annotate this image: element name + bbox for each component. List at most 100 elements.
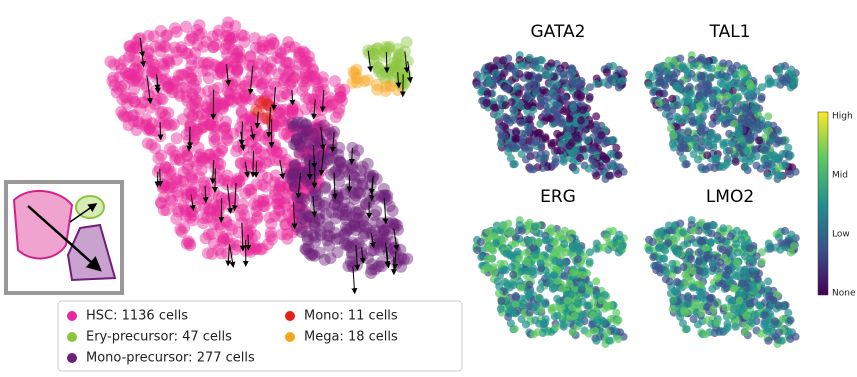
cell-point — [259, 73, 272, 86]
cell-point — [183, 34, 196, 46]
cell-point — [298, 47, 311, 60]
expression-point — [589, 298, 598, 307]
cell-point — [259, 156, 272, 169]
cell-point — [274, 180, 287, 193]
cell-point — [174, 223, 187, 236]
expression-point — [517, 267, 526, 276]
cell-point — [331, 246, 344, 259]
cell-point — [138, 77, 151, 90]
cell-point — [351, 76, 364, 89]
expression-point — [579, 271, 587, 279]
expression-point — [771, 152, 780, 161]
cell-point — [192, 97, 205, 109]
cell-point — [130, 36, 143, 49]
cell-point — [118, 54, 131, 67]
cell-point — [299, 164, 312, 177]
cell-point — [143, 122, 156, 135]
expression-point — [605, 171, 614, 180]
cell-point — [291, 124, 304, 137]
cell-point — [283, 65, 296, 78]
cell-point — [245, 59, 258, 72]
expression-point — [694, 83, 703, 92]
expression-point — [769, 296, 778, 305]
cell-point — [344, 255, 357, 268]
cell-point — [127, 41, 140, 54]
cell-point — [293, 138, 306, 151]
cell-point — [110, 86, 123, 99]
expression-point — [726, 67, 735, 76]
cell-point — [287, 168, 299, 181]
cell-point — [259, 180, 272, 193]
cell-point — [306, 64, 319, 77]
cell-point — [366, 44, 379, 57]
expression-point — [645, 246, 654, 255]
expression-point — [655, 89, 664, 98]
expression-point — [509, 116, 518, 125]
cell-point — [295, 215, 308, 228]
cell-point — [128, 62, 141, 75]
cell-point — [309, 186, 322, 199]
cell-point — [218, 97, 231, 110]
expression-point — [730, 284, 739, 293]
expression-point — [731, 322, 740, 331]
cell-point — [255, 78, 268, 90]
cell-point — [145, 117, 158, 129]
cell-point — [377, 227, 390, 240]
expression-point — [614, 316, 623, 325]
cell-point — [185, 65, 198, 78]
velocity-arrow — [403, 51, 410, 74]
cell-point — [256, 82, 269, 94]
cell-point — [333, 141, 346, 154]
expression-point — [507, 228, 516, 237]
expression-point — [689, 61, 698, 70]
expression-point — [496, 94, 505, 103]
expression-point — [722, 106, 731, 115]
expression-point — [733, 259, 742, 268]
expression-point — [689, 102, 698, 111]
cell-point — [167, 78, 180, 91]
cell-point — [207, 153, 220, 166]
cell-point — [280, 192, 293, 205]
expression-point — [599, 152, 608, 161]
cell-point — [354, 164, 367, 177]
expression-point — [777, 74, 786, 83]
cell-point — [295, 169, 308, 181]
cell-point — [391, 55, 404, 67]
cell-point — [166, 194, 178, 207]
cell-point — [295, 162, 308, 174]
cell-point — [308, 70, 321, 83]
expression-point — [522, 248, 531, 257]
cell-point — [162, 181, 174, 194]
cell-point — [122, 70, 135, 83]
cell-point — [130, 124, 143, 136]
expression-point — [741, 268, 750, 277]
expression-point — [733, 83, 742, 92]
cell-point — [389, 218, 401, 231]
cell-point — [296, 124, 309, 137]
cell-point — [121, 98, 134, 111]
cell-point — [198, 152, 211, 165]
cell-point — [265, 33, 278, 46]
cell-point — [161, 29, 173, 42]
cell-point — [282, 66, 295, 79]
cell-point — [177, 81, 190, 94]
expression-point — [599, 78, 608, 87]
expression-point — [656, 62, 665, 71]
cell-point — [372, 260, 385, 273]
cell-point — [302, 149, 315, 162]
expression-point — [708, 94, 717, 103]
cell-point — [334, 156, 347, 169]
cell-point — [368, 48, 381, 61]
cell-point — [224, 93, 237, 106]
cell-point — [289, 180, 301, 193]
cell-point — [245, 217, 258, 230]
cell-point — [308, 219, 321, 231]
cell-point — [317, 199, 330, 212]
expression-point — [645, 81, 654, 90]
cell-point — [220, 29, 233, 42]
cell-point — [210, 133, 223, 146]
cell-point — [237, 29, 250, 42]
cell-point — [274, 46, 287, 59]
cell-point — [157, 191, 170, 204]
cell-point — [203, 56, 215, 69]
